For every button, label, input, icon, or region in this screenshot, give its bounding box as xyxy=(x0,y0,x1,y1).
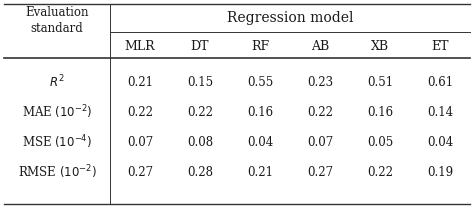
Text: 0.61: 0.61 xyxy=(427,76,453,88)
Text: $R^2$: $R^2$ xyxy=(49,74,65,90)
Text: Regression model: Regression model xyxy=(227,11,353,25)
Text: AB: AB xyxy=(311,40,329,52)
Text: 0.16: 0.16 xyxy=(367,105,393,119)
Text: Evaluation: Evaluation xyxy=(25,5,89,19)
Text: 0.07: 0.07 xyxy=(127,135,153,149)
Text: 0.19: 0.19 xyxy=(427,166,453,178)
Text: RF: RF xyxy=(251,40,269,52)
Text: 0.05: 0.05 xyxy=(367,135,393,149)
Text: XB: XB xyxy=(371,40,389,52)
Text: MAE $(10^{-2})$: MAE $(10^{-2})$ xyxy=(22,103,92,121)
Text: 0.21: 0.21 xyxy=(127,76,153,88)
Text: 0.07: 0.07 xyxy=(307,135,333,149)
Text: 0.51: 0.51 xyxy=(367,76,393,88)
Text: 0.16: 0.16 xyxy=(247,105,273,119)
Text: 0.14: 0.14 xyxy=(427,105,453,119)
Text: RMSE $(10^{-2})$: RMSE $(10^{-2})$ xyxy=(18,163,97,181)
Text: 0.23: 0.23 xyxy=(307,76,333,88)
Text: 0.08: 0.08 xyxy=(187,135,213,149)
Text: 0.04: 0.04 xyxy=(247,135,273,149)
Text: 0.28: 0.28 xyxy=(187,166,213,178)
Text: MLR: MLR xyxy=(125,40,155,52)
Text: standard: standard xyxy=(31,21,83,35)
Text: 0.27: 0.27 xyxy=(127,166,153,178)
Text: 0.22: 0.22 xyxy=(127,105,153,119)
Text: 0.55: 0.55 xyxy=(247,76,273,88)
Text: 0.22: 0.22 xyxy=(307,105,333,119)
Text: DT: DT xyxy=(191,40,209,52)
Text: MSE $(10^{-4})$: MSE $(10^{-4})$ xyxy=(22,133,92,151)
Text: 0.22: 0.22 xyxy=(187,105,213,119)
Text: 0.22: 0.22 xyxy=(367,166,393,178)
Text: ET: ET xyxy=(431,40,449,52)
Text: 0.27: 0.27 xyxy=(307,166,333,178)
Text: 0.15: 0.15 xyxy=(187,76,213,88)
Text: 0.04: 0.04 xyxy=(427,135,453,149)
Text: 0.21: 0.21 xyxy=(247,166,273,178)
